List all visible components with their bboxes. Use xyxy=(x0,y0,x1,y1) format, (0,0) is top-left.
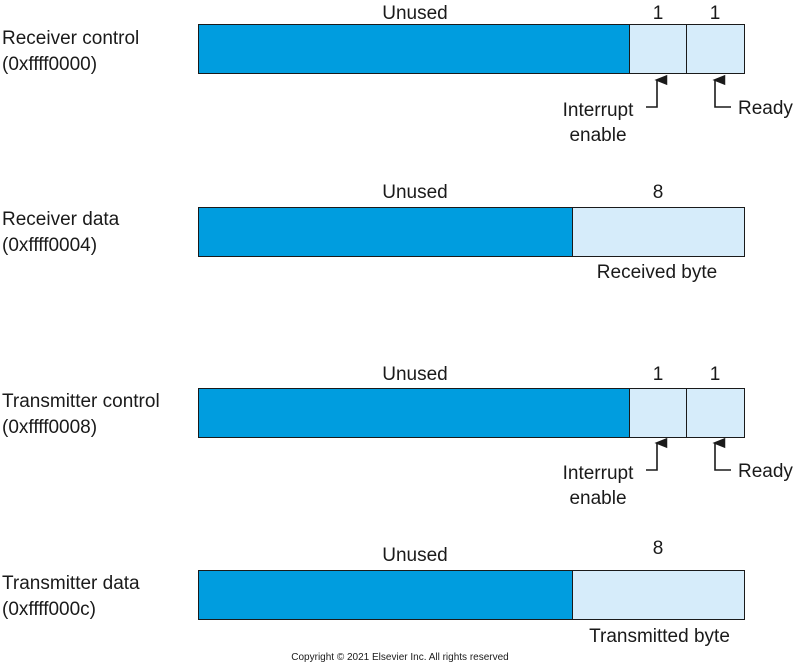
copyright-notice: Copyright © 2021 Elsevier Inc. All right… xyxy=(291,652,509,663)
receiver-control-ready-caption: Ready xyxy=(738,98,793,119)
unused-field xyxy=(199,25,629,73)
receiver-control-address: (0xffff0000) xyxy=(2,54,98,75)
transmitter-control-interrupt-enable-caption: Interrupt enable xyxy=(562,463,634,509)
ready-arrow xyxy=(712,74,731,108)
receiver-data-byte-width: 8 xyxy=(652,182,664,203)
transmitter-data-register xyxy=(198,570,745,620)
unused-field xyxy=(199,208,572,256)
transmitter-control-ready-caption: Ready xyxy=(738,461,793,482)
interrupt-enable-bit xyxy=(629,25,686,73)
interrupt-enable-bit xyxy=(629,389,686,437)
transmitter-control-ready-width: 1 xyxy=(709,364,721,385)
transmitter-data-address: (0xffff000c) xyxy=(2,599,97,620)
transmitter-control-address: (0xffff0008) xyxy=(2,417,98,438)
transmitter-control-name: Transmitter control xyxy=(2,391,160,412)
ready-bit xyxy=(686,389,744,437)
receiver-data-address: (0xffff0004) xyxy=(2,235,98,256)
transmitted-byte-caption: Transmitted byte xyxy=(589,626,730,647)
receiver-control-ie-width: 1 xyxy=(652,3,664,24)
transmitter-data-byte-width: 8 xyxy=(652,538,664,559)
unused-field xyxy=(199,389,629,437)
byte-field xyxy=(572,571,744,619)
received-byte-caption: Received byte xyxy=(596,262,718,283)
receiver-data-register xyxy=(198,207,745,257)
transmitter-control-unused-label: Unused xyxy=(382,364,448,385)
receiver-control-unused-label: Unused xyxy=(382,3,448,24)
unused-field xyxy=(199,571,572,619)
receiver-data-name: Receiver data xyxy=(2,209,120,230)
transmitter-data-unused-label: Unused xyxy=(382,545,448,566)
ready-arrow xyxy=(712,437,731,471)
receiver-data-unused-label: Unused xyxy=(382,182,448,203)
transmitter-control-register xyxy=(198,388,745,438)
receiver-control-name: Receiver control xyxy=(2,28,140,49)
receiver-control-interrupt-enable-caption: Interrupt enable xyxy=(562,100,634,146)
byte-field xyxy=(572,208,744,256)
receiver-control-register xyxy=(198,24,745,74)
receiver-control-ready-width: 1 xyxy=(709,3,721,24)
transmitter-data-name: Transmitter data xyxy=(2,573,140,594)
ready-bit xyxy=(686,25,744,73)
interrupt-enable-arrow xyxy=(646,437,668,471)
transmitter-control-ie-width: 1 xyxy=(652,364,664,385)
interrupt-enable-arrow xyxy=(646,74,668,108)
